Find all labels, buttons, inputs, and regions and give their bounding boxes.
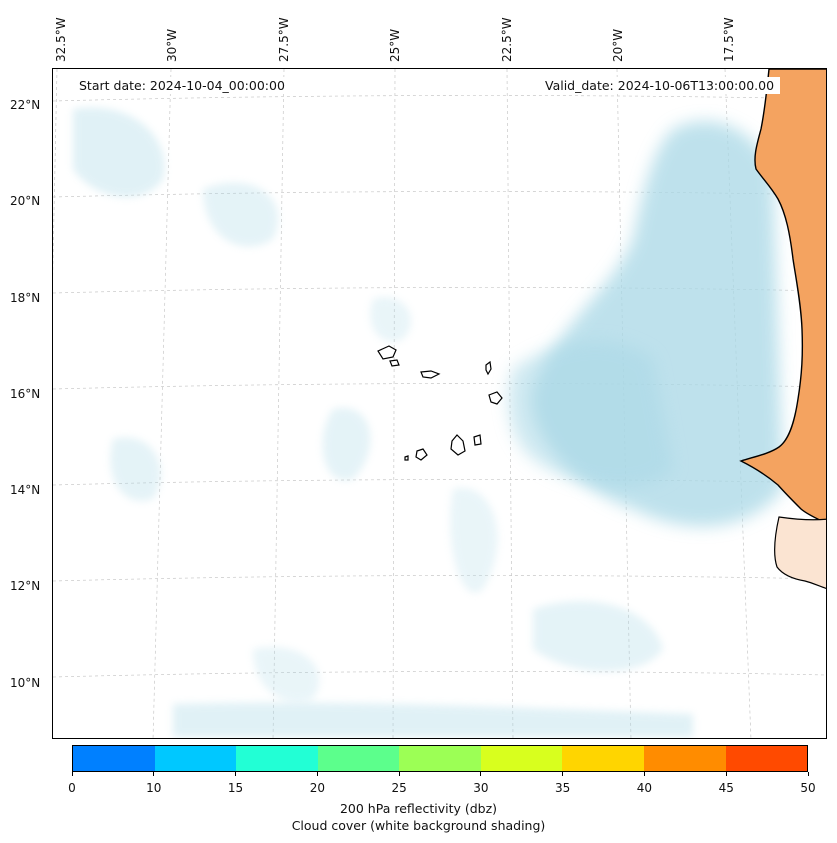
- lon-label-27-5w: 27.5°W: [277, 17, 291, 62]
- colorbar-label-reflectivity: 200 hPa reflectivity (dbz): [339, 801, 498, 816]
- colorbar-tick-mark: [153, 772, 155, 776]
- start-date-label: Start date: 2024-10-04_00:00:00: [73, 77, 291, 94]
- colorbar-tick-mark: [71, 772, 73, 776]
- colorbar-tick-label: 25: [391, 781, 407, 795]
- lon-label-30w: 30°W: [165, 28, 179, 62]
- valid-date-label: Valid_date: 2024-10-06T13:00:00.00: [539, 77, 781, 94]
- colorbar-segment: [725, 746, 808, 771]
- colorbar-tick-label: 15: [227, 781, 244, 795]
- lon-label-17-5w: 17.5°W: [722, 17, 736, 62]
- cape-verde-islands: [377, 345, 503, 461]
- lat-label-22n: 22°N: [10, 98, 41, 112]
- lon-label-20w: 20°W: [611, 28, 625, 62]
- colorbar-segment: [236, 746, 318, 771]
- colorbar-tick-label: 40: [636, 781, 653, 795]
- colorbar-tick-label: 0: [68, 781, 76, 795]
- colorbar-tick-label: 35: [555, 781, 571, 795]
- reflectivity-colorbar: [72, 745, 808, 772]
- colorbar-segment: [480, 746, 563, 771]
- colorbar-tick-mark: [725, 772, 727, 776]
- colorbar-tick-mark: [562, 772, 564, 776]
- lon-label-25w: 25°W: [388, 28, 402, 62]
- map-panel: [52, 68, 827, 739]
- lat-label-12n: 12°N: [10, 579, 41, 593]
- africa-landmass: [739, 69, 826, 590]
- colorbar-segment: [643, 746, 726, 771]
- colorbar-segment: [399, 746, 481, 771]
- colorbar-segment: [154, 746, 237, 771]
- map-canvas: [53, 69, 826, 738]
- colorbar-tick-label: 45: [718, 781, 734, 795]
- colorbar-tick-mark: [807, 772, 809, 776]
- colorbar-tick-label: 20: [309, 781, 325, 795]
- colorbar-tick-label: 10: [146, 781, 162, 795]
- colorbar-tick-mark: [398, 772, 400, 776]
- lat-label-14n: 14°N: [10, 483, 41, 497]
- colorbar-tick-mark: [643, 772, 645, 776]
- colorbar-segment: [73, 746, 155, 771]
- lat-label-20n: 20°N: [10, 194, 41, 208]
- lat-label-16n: 16°N: [10, 387, 41, 401]
- colorbar-segment: [317, 746, 400, 771]
- colorbar-tick-mark: [480, 772, 482, 776]
- colorbar-tick-label: 50: [800, 781, 816, 795]
- lat-label-10n: 10°N: [10, 676, 41, 690]
- cloud-cover: [73, 107, 783, 737]
- colorbar-label-cloud-cover: Cloud cover (white background shading): [291, 818, 546, 833]
- lon-label-22-5w: 22.5°W: [500, 17, 514, 62]
- lon-label-32-5w: 32.5°W: [54, 17, 68, 62]
- colorbar-tick-mark: [316, 772, 318, 776]
- colorbar-segment: [562, 746, 644, 771]
- lat-label-18n: 18°N: [10, 291, 41, 305]
- colorbar-tick-mark: [235, 772, 237, 776]
- colorbar-tick-label: 30: [473, 781, 489, 795]
